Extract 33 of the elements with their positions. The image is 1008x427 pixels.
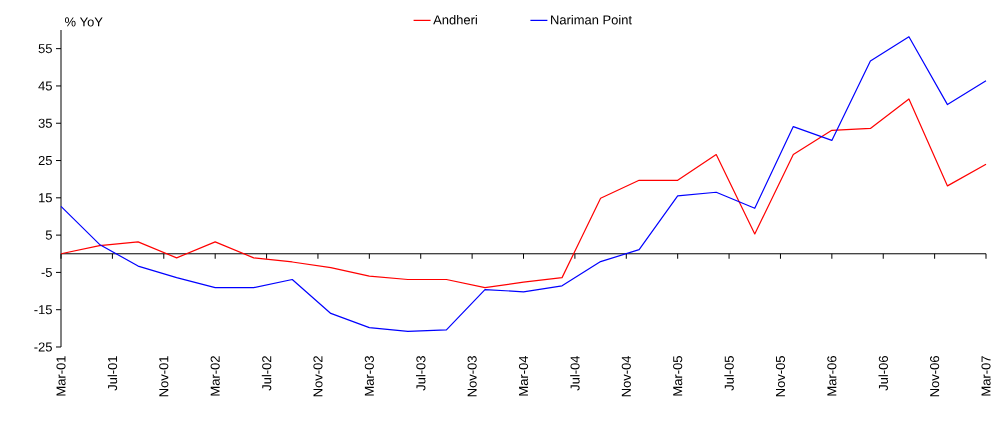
line-series: [60, 98, 987, 289]
y-tick-label: -5: [41, 267, 52, 277]
x-tick-label: Jul-02: [261, 356, 272, 391]
y-tick-label: 5: [45, 230, 52, 240]
x-tick-label: Nov-05: [775, 356, 786, 397]
x-tick-label: Jul-01: [107, 356, 118, 391]
y-tick-label: 25: [38, 155, 52, 166]
x-tick-label: Jul-04: [570, 355, 580, 391]
x-tick-label: Mar-04: [518, 355, 529, 396]
x-tick-label: Jul-06: [878, 356, 888, 391]
x-tick-label: Mar-06: [827, 356, 837, 396]
x-tick-label: Mar-01: [56, 356, 66, 396]
y-tick-label: -15: [34, 305, 52, 315]
x-tick-label: Nov-04: [621, 355, 631, 397]
line-series: [60, 36, 987, 332]
y-tick-label: 45: [38, 81, 52, 91]
legend-label: Nariman Point: [551, 14, 632, 25]
x-tick-label: Nov-03: [467, 356, 477, 397]
y-tick-label: 35: [38, 118, 52, 128]
x-tick-label: Mar-02: [210, 356, 220, 396]
x-tick-label: Jul-03: [415, 356, 426, 391]
y-tick-label: -25: [34, 342, 52, 352]
legend-label: Andheri: [433, 14, 477, 25]
y-tick-label: 55: [38, 44, 52, 54]
y-axis-title: % YoY: [64, 17, 103, 27]
y-tick-label: 15: [39, 193, 52, 203]
x-tick-label: Mar-05: [673, 356, 683, 396]
x-tick-label: Jul-05: [724, 356, 734, 391]
x-tick-label: Mar-03: [364, 356, 374, 396]
x-tick-label: Nov-06: [930, 356, 940, 397]
x-tick-label: Mar-07: [981, 356, 991, 396]
x-tick-label: Nov-01: [159, 356, 169, 397]
x-tick-label: Nov-02: [313, 356, 323, 397]
